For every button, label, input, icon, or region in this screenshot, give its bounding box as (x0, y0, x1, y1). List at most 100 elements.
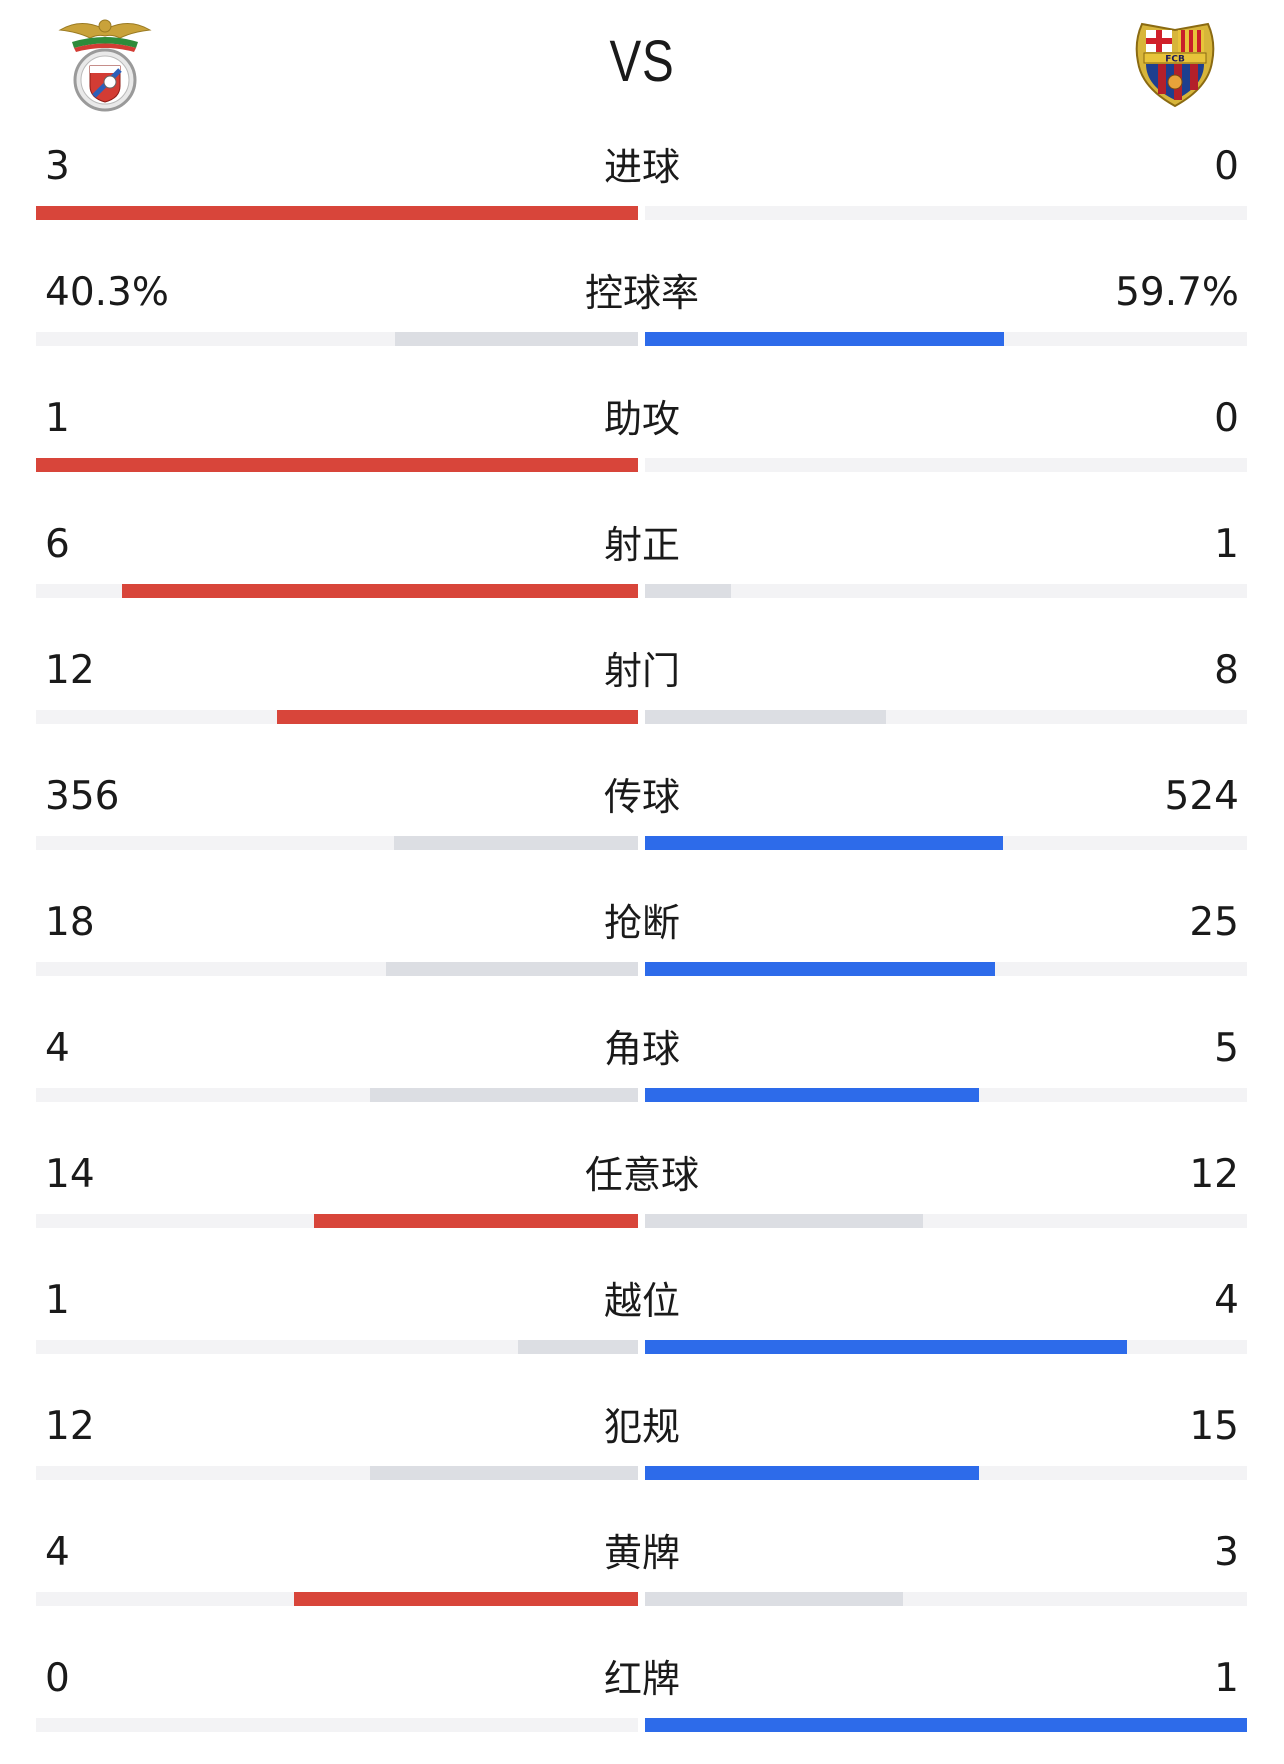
away-bar-fill (645, 1592, 903, 1606)
away-bar-fill (645, 332, 1005, 346)
home-bar-track (36, 1718, 638, 1732)
stat-label: 进球 (603, 145, 680, 189)
home-bar-fill (395, 332, 638, 346)
stat-row: 12 犯规 15 (0, 1386, 1284, 1512)
home-bar-fill (294, 1592, 638, 1606)
stat-label: 越位 (603, 1279, 680, 1323)
stat-label: 任意球 (584, 1153, 699, 1197)
match-header: VS FCB (0, 0, 1284, 125)
home-bar-fill (122, 584, 638, 598)
home-bar-fill (370, 1088, 638, 1102)
stat-label: 红牌 (603, 1657, 680, 1701)
away-stat-value: 4 (1214, 1278, 1239, 1323)
benfica-crest-icon (58, 19, 152, 112)
away-stat-value: 15 (1189, 1404, 1239, 1449)
away-stat-value: 12 (1189, 1152, 1239, 1197)
stat-row: 1 越位 4 (0, 1260, 1284, 1386)
away-stat-value: 1 (1214, 522, 1239, 567)
home-bar-track (36, 1466, 638, 1480)
home-stat-value: 0 (45, 1656, 70, 1701)
stat-label: 角球 (603, 1027, 680, 1071)
home-stat-value: 4 (45, 1026, 70, 1071)
away-stat-value: 0 (1214, 396, 1239, 441)
home-bar-fill (517, 1340, 638, 1354)
crest-fcb-text: FCB (1165, 55, 1185, 65)
home-bar-fill (394, 836, 638, 850)
away-bar-fill (645, 1214, 923, 1228)
away-bar-fill (645, 1718, 1247, 1732)
home-stat-value: 18 (45, 900, 95, 945)
away-stat-value: 0 (1214, 144, 1239, 189)
away-bar-track (645, 962, 1247, 976)
away-bar-track (645, 710, 1247, 724)
home-bar-track (36, 206, 638, 220)
away-bar-track (645, 1466, 1247, 1480)
match-stats-list: 3 进球 0 40.3% 控球率 59.7% 1 助攻 0 6 射正 1 12 射门 8 356 传球 524 18… (0, 126, 1284, 1764)
home-stat-value: 6 (45, 522, 70, 567)
home-bar-track (36, 836, 638, 850)
home-bar-track (36, 1340, 638, 1354)
home-stat-value: 1 (45, 396, 70, 441)
home-bar-track (36, 458, 638, 472)
stat-row: 40.3% 控球率 59.7% (0, 252, 1284, 378)
home-bar-track (36, 710, 638, 724)
home-bar-fill (36, 206, 638, 220)
away-bar-track (645, 584, 1247, 598)
home-stat-value: 4 (45, 1530, 70, 1575)
away-bar-fill (645, 962, 995, 976)
stat-row: 6 射正 1 (0, 504, 1284, 630)
away-bar-fill (645, 1088, 980, 1102)
stat-label: 黄牌 (603, 1531, 680, 1575)
stat-row: 4 黄牌 3 (0, 1512, 1284, 1638)
stat-row: 12 射门 8 (0, 630, 1284, 756)
away-bar-fill (645, 1340, 1127, 1354)
home-bar-track (36, 584, 638, 598)
home-stat-value: 1 (45, 1278, 70, 1323)
away-stat-value: 3 (1214, 1530, 1239, 1575)
home-stat-value: 3 (45, 144, 70, 189)
stat-row: 18 抢断 25 (0, 882, 1284, 1008)
stat-label: 传球 (603, 775, 680, 819)
away-stat-value: 1 (1214, 1656, 1239, 1701)
home-stat-value: 14 (45, 1152, 95, 1197)
away-bar-track (645, 1592, 1247, 1606)
away-bar-track (645, 458, 1247, 472)
away-stat-value: 524 (1164, 774, 1239, 819)
stat-label: 射正 (603, 523, 680, 567)
stat-row: 1 助攻 0 (0, 378, 1284, 504)
stat-label: 控球率 (584, 271, 699, 315)
away-bar-track (645, 1088, 1247, 1102)
fc-barcelona-crest-icon: FCB (1135, 22, 1215, 108)
home-stat-value: 356 (45, 774, 120, 819)
stat-label: 犯规 (603, 1405, 680, 1449)
home-bar-fill (313, 1214, 638, 1228)
away-stat-value: 5 (1214, 1026, 1239, 1071)
away-bar-track (645, 1214, 1247, 1228)
home-bar-fill (276, 710, 638, 724)
away-bar-track (645, 836, 1247, 850)
stat-row: 356 传球 524 (0, 756, 1284, 882)
home-stat-value: 12 (45, 648, 95, 693)
stat-label: 射门 (603, 649, 680, 693)
away-stat-value: 59.7% (1115, 270, 1239, 315)
stat-row: 0 红牌 1 (0, 1638, 1284, 1764)
away-bar-fill (645, 584, 731, 598)
home-stat-value: 40.3% (45, 270, 169, 315)
away-bar-track (645, 1718, 1247, 1732)
stat-label: 助攻 (603, 397, 680, 441)
home-bar-track (36, 1214, 638, 1228)
away-bar-fill (645, 1466, 980, 1480)
home-stat-value: 12 (45, 1404, 95, 1449)
home-bar-track (36, 962, 638, 976)
away-bar-track (645, 332, 1247, 346)
away-stat-value: 25 (1189, 900, 1239, 945)
away-bar-fill (645, 836, 1004, 850)
home-bar-track (36, 332, 638, 346)
away-stat-value: 8 (1214, 648, 1239, 693)
stat-row: 3 进球 0 (0, 126, 1284, 252)
home-bar-fill (386, 962, 638, 976)
away-bar-track (645, 1340, 1247, 1354)
stat-row: 4 角球 5 (0, 1008, 1284, 1134)
home-bar-fill (370, 1466, 638, 1480)
home-bar-track (36, 1592, 638, 1606)
